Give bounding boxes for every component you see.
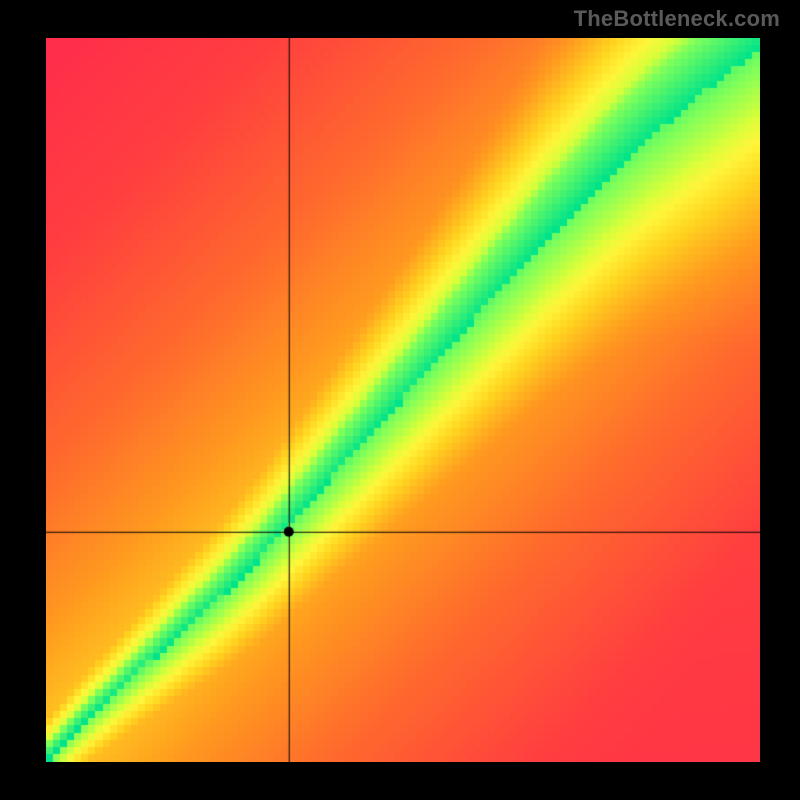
heatmap-canvas [46, 38, 760, 762]
watermark-text: TheBottleneck.com [574, 6, 780, 32]
